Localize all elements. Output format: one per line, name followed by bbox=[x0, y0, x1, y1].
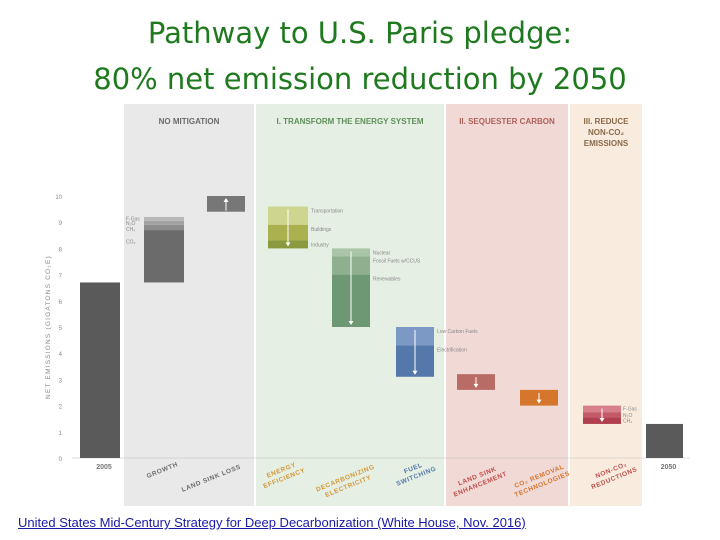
y-tick-label: 4 bbox=[59, 352, 63, 358]
bar-2005 bbox=[80, 282, 120, 458]
source-link[interactable]: United States Mid-Century Strategy for D… bbox=[18, 515, 526, 530]
y-tick-label: 1 bbox=[59, 431, 63, 437]
electricity-arrow-head bbox=[348, 321, 354, 325]
panel-reduce-non-co2-header: EMISSIONS bbox=[584, 139, 629, 148]
bar-growth-segment bbox=[144, 224, 184, 231]
growth-segment-label: N₂O bbox=[126, 221, 136, 227]
bar-2050 bbox=[646, 423, 683, 458]
title-line-1: Pathway to U.S. Paris pledge: bbox=[147, 16, 573, 50]
x-label-2050: 2050 bbox=[661, 464, 677, 471]
y-tick-label: 5 bbox=[59, 326, 63, 332]
panel-transform-energy-header: I. TRANSFORM THE ENERGY SYSTEM bbox=[277, 117, 424, 126]
energy-efficiency-segment-label: Industry bbox=[311, 243, 329, 249]
panel-sequester-carbon-header: II. SEQUESTER CARBON bbox=[459, 117, 555, 126]
growth-segment-label: F-Gas bbox=[126, 216, 140, 222]
non-co2-segment-label: F-Gas bbox=[623, 407, 637, 413]
energy-efficiency-segment-label: Transportation bbox=[311, 208, 343, 214]
energy-efficiency-segment-label: Buildings bbox=[311, 227, 332, 233]
panel-no-mitigation-header: NO MITIGATION bbox=[159, 117, 220, 126]
fuel-switching-segment-label: Electrification bbox=[437, 347, 467, 353]
panel-reduce-non-co2-header: NON-CO₂ bbox=[588, 128, 624, 137]
y-tick-label: 10 bbox=[55, 195, 62, 201]
up-arrow-head bbox=[223, 198, 229, 202]
growth-segment-label: CH₄ bbox=[126, 227, 135, 233]
y-tick-label: 9 bbox=[59, 221, 63, 227]
y-tick-label: 3 bbox=[59, 378, 63, 384]
land-sink-enhancement-arrow-head bbox=[473, 383, 479, 388]
non-co2-segment-label: CH₄ bbox=[623, 418, 632, 424]
non-co2-arrow-head bbox=[599, 417, 605, 422]
panel-no-mitigation bbox=[124, 104, 254, 506]
electricity-segment-label: Renewables bbox=[373, 277, 401, 283]
y-tick-label: 7 bbox=[59, 274, 63, 280]
panel-reduce-non-co2 bbox=[570, 104, 642, 506]
fuel-switching-arrow-head bbox=[412, 370, 418, 375]
y-tick-label: 0 bbox=[59, 457, 63, 463]
bar-growth-segment bbox=[144, 230, 184, 283]
panel-reduce-non-co2-header: III. REDUCE bbox=[584, 117, 630, 126]
x-label-2005: 2005 bbox=[96, 464, 112, 471]
non-co2-segment-label: N₂O bbox=[623, 413, 633, 419]
y-tick-label: 6 bbox=[59, 300, 63, 306]
electricity-segment-label: Fossil Fuels w/CCUS bbox=[373, 258, 421, 264]
waterfall-chart: NO MITIGATION I. TRANSFORM THE ENERGY SYS… bbox=[45, 104, 690, 506]
energy-efficiency-arrow-head bbox=[285, 242, 291, 247]
growth-segment-label: CO₂ bbox=[126, 240, 136, 246]
y-tick-label: 8 bbox=[59, 247, 63, 253]
co2-removal-arrow-head bbox=[536, 399, 542, 404]
title-line-2: 80% net emission reduction by 2050 bbox=[93, 62, 627, 96]
electricity-segment-label: Nuclear bbox=[373, 250, 391, 256]
bar-growth-segment bbox=[144, 220, 184, 225]
panel-sequester-carbon bbox=[446, 104, 568, 506]
fuel-switching-segment-label: Low Carbon Fuels bbox=[437, 329, 478, 335]
y-tick-label: 2 bbox=[59, 405, 63, 411]
bar-growth-segment bbox=[144, 216, 184, 221]
y-axis-label: NET EMISSIONS (GIGATONS CO₂E) bbox=[45, 255, 52, 399]
